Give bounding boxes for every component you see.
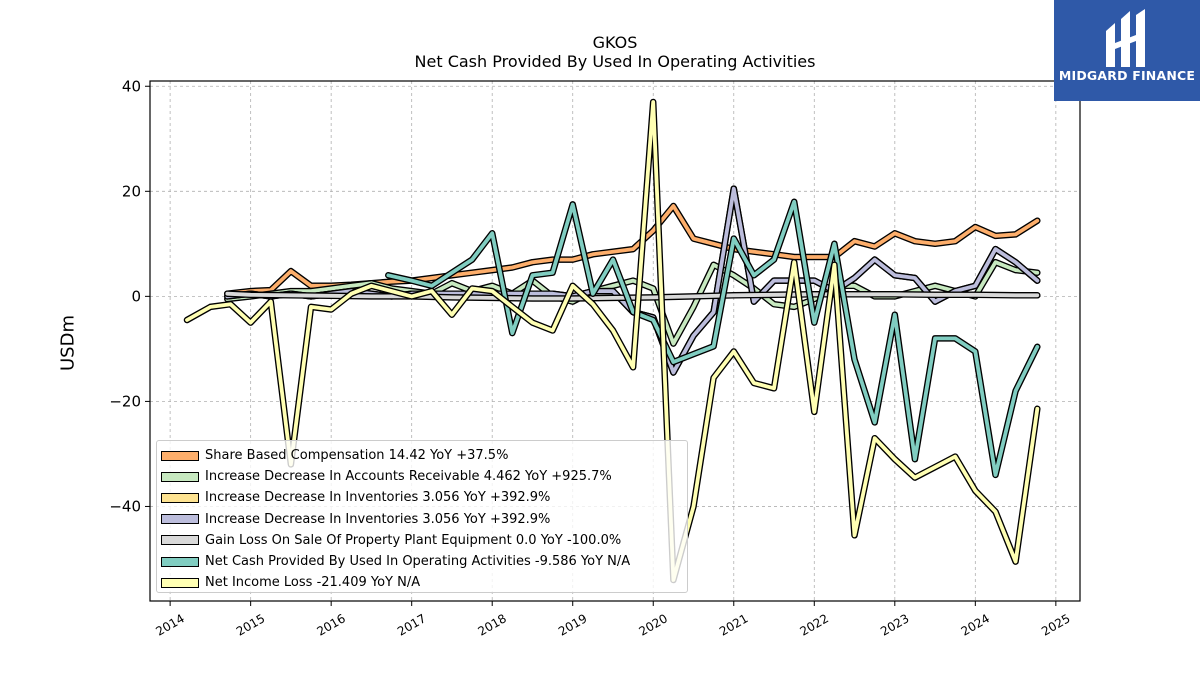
legend-label: Gain Loss On Sale Of Property Plant Equi… — [205, 532, 622, 548]
x-tick-label: 2025 — [1039, 611, 1072, 638]
x-tick-label: 2021 — [717, 611, 750, 638]
y-tick-label: −40 — [109, 497, 141, 515]
legend-swatch — [161, 492, 199, 503]
legend-item: Increase Decrease In Accounts Receivable… — [161, 466, 687, 487]
x-tick-label: 2014 — [153, 611, 186, 638]
logo-text: MIDGARD FINANCE — [1058, 68, 1196, 83]
legend: Share Based Compensation 14.42 YoY +37.5… — [156, 440, 688, 593]
x-tick-label: 2019 — [556, 611, 589, 638]
y-tick-label: 20 — [122, 182, 141, 200]
legend-label: Increase Decrease In Inventories 3.056 Y… — [205, 490, 551, 506]
plot-frame — [149, 80, 1081, 602]
x-tick-label: 2023 — [878, 611, 911, 638]
logo: MIDGARD FINANCE — [1054, 0, 1200, 101]
legend-label: Net Income Loss -21.409 YoY N/A — [205, 575, 421, 591]
y-tick-label: −20 — [109, 392, 141, 410]
x-tick-label: 2018 — [475, 611, 508, 638]
legend-item: Increase Decrease In Inventories 3.056 Y… — [161, 487, 687, 508]
legend-swatch — [161, 556, 199, 567]
legend-item: Net Cash Provided By Used In Operating A… — [161, 551, 687, 572]
legend-swatch — [161, 535, 199, 546]
y-tick-label: 40 — [122, 77, 141, 95]
legend-label: Increase Decrease In Inventories 3.056 Y… — [205, 511, 551, 527]
legend-item: Gain Loss On Sale Of Property Plant Equi… — [161, 530, 687, 551]
y-axis-label: USDm — [57, 315, 79, 371]
x-tick-label: 2022 — [798, 611, 831, 638]
x-tick-label: 2016 — [314, 611, 347, 638]
legend-swatch — [161, 450, 199, 461]
legend-swatch — [161, 514, 199, 525]
x-tick-label: 2017 — [395, 611, 428, 638]
midgard-logo-icon — [1106, 9, 1145, 67]
legend-item: Increase Decrease In Inventories 3.056 Y… — [161, 509, 687, 530]
series-line-6 — [185, 100, 1040, 582]
legend-label: Net Cash Provided By Used In Operating A… — [205, 554, 631, 570]
legend-item: Net Income Loss -21.409 YoY N/A — [161, 572, 687, 593]
legend-label: Increase Decrease In Accounts Receivable… — [205, 469, 612, 485]
x-tick-label: 2015 — [234, 611, 267, 638]
x-tick-label: 2020 — [637, 611, 670, 638]
legend-item: Share Based Compensation 14.42 YoY +37.5… — [161, 445, 687, 466]
legend-swatch — [161, 577, 199, 588]
series-line-5 — [386, 199, 1040, 477]
chart-title: GKOS — [592, 33, 638, 52]
series-lines — [183, 98, 1041, 584]
chart-subtitle: Net Cash Provided By Used In Operating A… — [414, 52, 816, 71]
legend-label: Share Based Compensation 14.42 YoY +37.5… — [205, 448, 509, 464]
x-tick-label: 2024 — [959, 611, 992, 638]
y-tick-label: 0 — [131, 287, 141, 305]
legend-swatch — [161, 471, 199, 482]
